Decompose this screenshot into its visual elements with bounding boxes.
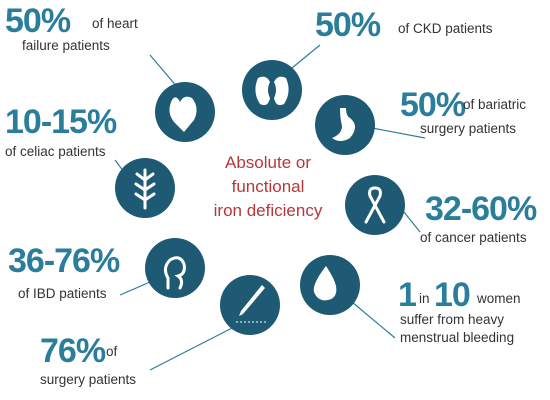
stat-text: surgery patients — [420, 121, 516, 136]
stat-text: of heart — [92, 16, 138, 31]
connectors — [114, 44, 426, 371]
stat-text: suffer from heavy — [400, 312, 504, 327]
stat-text: in — [419, 291, 430, 306]
stat-text: menstrual bleeding — [400, 330, 514, 345]
stat-text: failure patients — [22, 38, 110, 53]
center-label: functional — [232, 177, 305, 196]
stat-text: of — [106, 344, 118, 359]
stat: 1 — [398, 276, 416, 314]
stat-text: women — [476, 291, 521, 306]
stat-text: of bariatric — [463, 97, 526, 112]
stat: 76% — [40, 332, 106, 370]
stat: 50% — [400, 86, 466, 124]
stat: 32-60% — [425, 190, 537, 228]
stat-text: of cancer patients — [420, 230, 527, 245]
stat-text: of IBD patients — [18, 286, 107, 301]
stat-text: surgery patients — [40, 372, 136, 387]
center-label: iron deficiency — [214, 201, 323, 220]
stat-text: of celiac patients — [5, 144, 106, 159]
stat: 10-15% — [5, 103, 117, 141]
stat: 50% — [5, 2, 71, 40]
stat: 50% — [315, 6, 381, 44]
icons — [115, 60, 405, 335]
stat-text: of CKD patients — [398, 21, 493, 36]
center-label: Absolute or — [225, 153, 311, 172]
stat: 36-76% — [8, 242, 120, 280]
stat: 10 — [434, 276, 470, 314]
